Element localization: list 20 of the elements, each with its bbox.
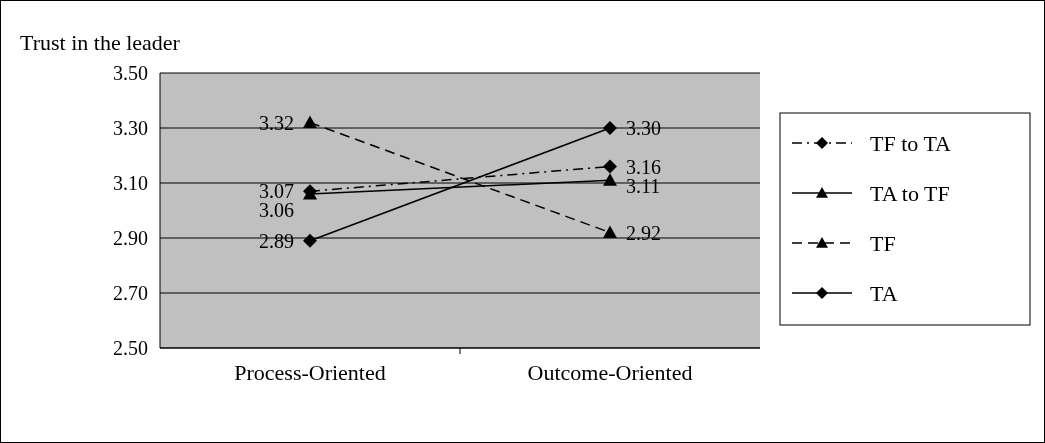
legend-label: TA to TF [870, 181, 950, 206]
x-tick-label: Outcome-Oriented [527, 360, 693, 385]
data-label: 2.89 [259, 229, 294, 252]
y-tick-label: 2.50 [113, 337, 148, 359]
point [603, 159, 617, 174]
y-tick-label: 3.50 [113, 62, 148, 84]
legend-label: TF to TA [870, 131, 952, 156]
data-label: 3.30 [626, 117, 661, 139]
y-axis-title: Trust in the leader [20, 30, 181, 55]
y-tick-label: 3.30 [113, 117, 148, 139]
point [303, 233, 317, 248]
y-tick-label: 2.90 [113, 227, 148, 249]
data-label: 3.32 [259, 111, 294, 134]
data-label: 2.92 [626, 221, 661, 244]
legend-label: TF [870, 231, 896, 256]
point [603, 121, 617, 135]
y-tick-label: 3.10 [113, 172, 148, 194]
x-tick-label: Process-Oriented [234, 360, 386, 385]
y-tick-label: 2.70 [113, 282, 148, 304]
legend-label: TA [870, 281, 898, 306]
